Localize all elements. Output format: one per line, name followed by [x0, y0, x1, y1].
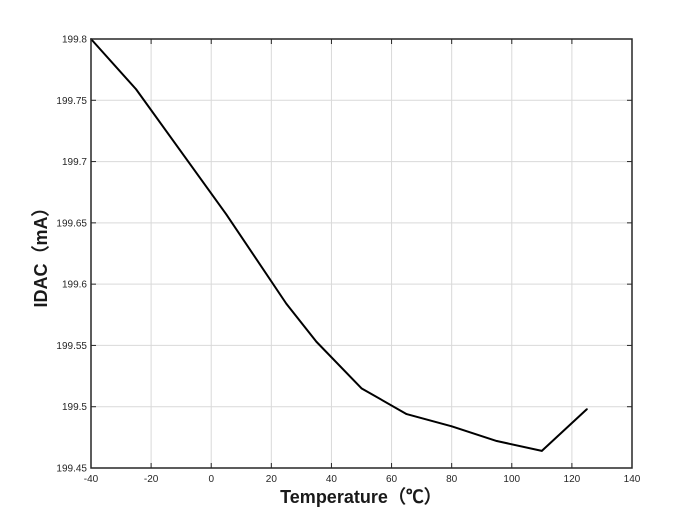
data-point	[135, 88, 137, 91]
data-point	[285, 302, 288, 305]
series-layer	[90, 38, 588, 452]
x-tick-label: 0	[208, 474, 214, 485]
plot-frame	[90, 38, 633, 469]
y-axis-title: IDAC（mA）	[31, 198, 51, 307]
x-tick-label: 140	[624, 474, 641, 485]
data-point	[360, 387, 363, 390]
y-tick-label: 199.5	[62, 402, 87, 413]
x-tick-label: -20	[144, 474, 159, 485]
x-tick-label: 60	[386, 474, 398, 485]
data-point	[540, 449, 543, 452]
data-point	[225, 213, 228, 216]
ticks	[90, 38, 633, 469]
tick-labels: -40 -20 0 20 40 60 80 100 120 140 199.45 199.5 199.5…	[56, 35, 640, 486]
y-tick-label: 199.45	[56, 464, 87, 475]
x-tick-label: 20	[266, 474, 278, 485]
y-tick-label: 199.7	[62, 157, 87, 168]
y-tick-label: 199.65	[56, 218, 87, 229]
data-point	[450, 425, 453, 428]
grid	[91, 39, 632, 468]
data-point	[405, 413, 408, 415]
x-tick-label: 80	[446, 474, 458, 485]
y-tick-label: 199.8	[62, 35, 87, 46]
x-tick-label: -40	[84, 474, 99, 485]
x-axis-title: Temperature（℃）	[280, 487, 442, 507]
y-tick-label: 199.6	[62, 280, 87, 291]
x-tick-label: 100	[503, 474, 520, 485]
data-point	[586, 408, 588, 411]
y-tick-label: 199.75	[56, 96, 87, 107]
x-tick-label: 120	[564, 474, 581, 485]
x-tick-label: 40	[326, 474, 338, 485]
y-tick-label: 199.55	[56, 341, 87, 352]
data-point	[495, 440, 498, 442]
data-point	[315, 340, 318, 343]
